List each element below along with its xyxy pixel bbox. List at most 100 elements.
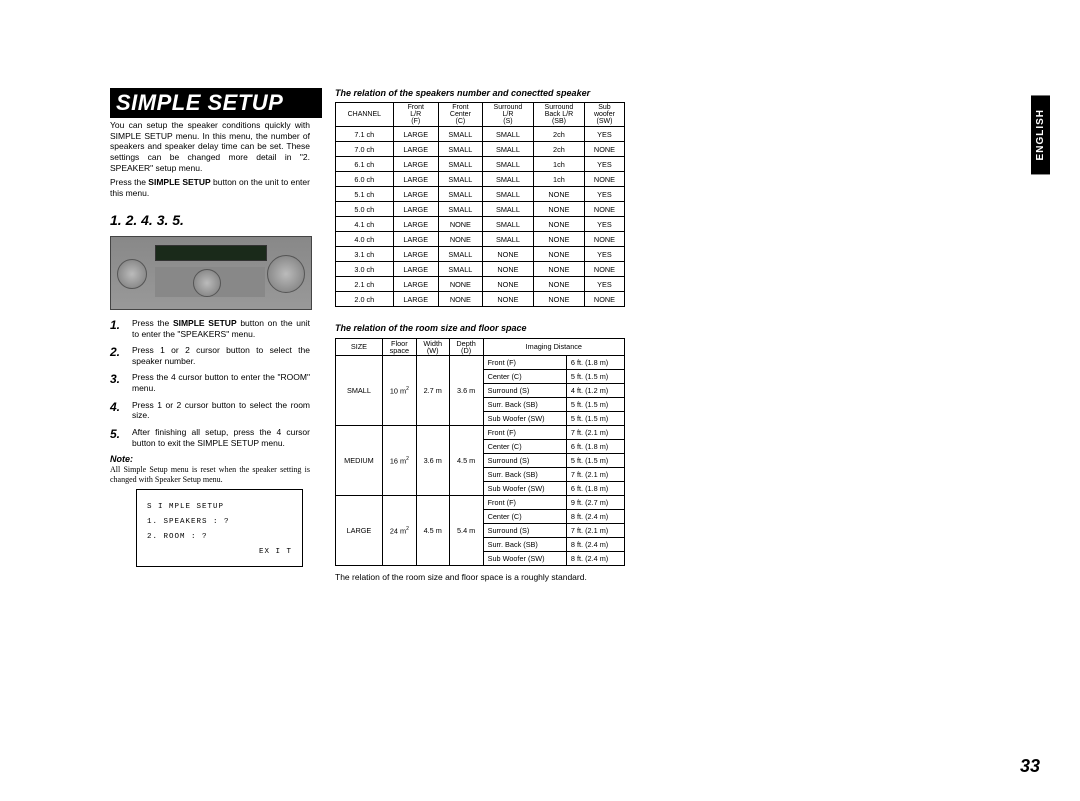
- intro-paragraph: You can setup the speaker conditions qui…: [110, 120, 310, 173]
- table-cell: Surround (S): [483, 454, 566, 468]
- table-cell: NONE: [533, 262, 584, 277]
- step-number: 4.: [110, 400, 132, 421]
- table-cell: 5.0 ch: [336, 202, 394, 217]
- right-column: The relation of the speakers number and …: [335, 88, 630, 583]
- table-header-cell: SIZE: [336, 338, 383, 356]
- table-cell: MEDIUM: [336, 426, 383, 496]
- table-cell: Sub Woofer (SW): [483, 482, 566, 496]
- note-text: All Simple Setup menu is reset when the …: [110, 465, 310, 485]
- step-number: 3.: [110, 372, 132, 393]
- osd-menu-box: S I MPLE SETUP 1. SPEAKERS : ? 2. ROOM :…: [136, 489, 303, 567]
- step-item: 1.Press the SIMPLE SETUP button on the u…: [110, 318, 310, 339]
- table-cell: NONE: [584, 202, 624, 217]
- steps-list: 1.Press the SIMPLE SETUP button on the u…: [110, 318, 310, 448]
- table-cell: SMALL: [438, 187, 482, 202]
- table-cell: LARGE: [393, 187, 438, 202]
- table2-footnote: The relation of the room size and floor …: [335, 572, 630, 583]
- step-item: 5.After finishing all setup, press the 4…: [110, 427, 310, 448]
- table-cell: 3.0 ch: [336, 262, 394, 277]
- table-row: 4.1 chLARGENONESMALLNONEYES: [336, 217, 625, 232]
- receiver-illustration: [110, 236, 312, 310]
- table-cell: 4 ft. (1.2 m): [566, 384, 624, 398]
- table-cell: NONE: [438, 232, 482, 247]
- table-cell: 2ch: [533, 127, 584, 142]
- table-cell: Surr. Back (SB): [483, 468, 566, 482]
- table-cell: SMALL: [482, 127, 533, 142]
- step-text: Press 1 or 2 cursor button to select the…: [132, 345, 310, 366]
- table-cell: 6 ft. (1.8 m): [566, 482, 624, 496]
- table-cell: LARGE: [393, 262, 438, 277]
- table-row: 7.1 chLARGESMALLSMALL2chYES: [336, 127, 625, 142]
- table-row: 3.0 chLARGESMALLNONENONENONE: [336, 262, 625, 277]
- page-title: SIMPLE SETUP: [110, 88, 322, 118]
- intro2-pre: Press the: [110, 177, 148, 187]
- step-item: 4.Press 1 or 2 cursor button to select t…: [110, 400, 310, 421]
- table-cell: 2.7 m: [416, 356, 449, 426]
- table-cell: NONE: [533, 217, 584, 232]
- table-cell: 5.1 ch: [336, 187, 394, 202]
- table-cell: Surr. Back (SB): [483, 538, 566, 552]
- table-cell: 3.6 m: [449, 356, 483, 426]
- table-cell: Front (F): [483, 426, 566, 440]
- table-cell: 10 m2: [382, 356, 416, 426]
- table-cell: 4.0 ch: [336, 232, 394, 247]
- table-cell: LARGE: [393, 292, 438, 307]
- table-cell: SMALL: [438, 262, 482, 277]
- table-row: 6.1 chLARGESMALLSMALL1chYES: [336, 157, 625, 172]
- table-cell: NONE: [584, 292, 624, 307]
- table-cell: Center (C): [483, 510, 566, 524]
- note-heading: Note:: [110, 454, 310, 465]
- table-cell: LARGE: [393, 217, 438, 232]
- table-cell: 6.1 ch: [336, 157, 394, 172]
- table-cell: LARGE: [393, 142, 438, 157]
- menu-exit: EX I T: [147, 545, 292, 560]
- table2-caption: The relation of the room size and floor …: [335, 323, 630, 334]
- table-cell: SMALL: [482, 172, 533, 187]
- table-row: MEDIUM16 m23.6 m4.5 mFront (F)7 ft. (2.1…: [336, 426, 625, 440]
- table-cell: YES: [584, 277, 624, 292]
- table-cell: SMALL: [336, 356, 383, 426]
- table-cell: 6 ft. (1.8 m): [566, 356, 624, 370]
- table-cell: 7.1 ch: [336, 127, 394, 142]
- table-header-cell: Imaging Distance: [483, 338, 624, 356]
- table-cell: Sub Woofer (SW): [483, 552, 566, 566]
- table-cell: SMALL: [438, 202, 482, 217]
- table-cell: NONE: [482, 247, 533, 262]
- table-cell: 6.0 ch: [336, 172, 394, 187]
- table-row: 5.1 chLARGESMALLSMALLNONEYES: [336, 187, 625, 202]
- table-cell: SMALL: [438, 157, 482, 172]
- table-cell: 5 ft. (1.5 m): [566, 412, 624, 426]
- table-cell: SMALL: [482, 217, 533, 232]
- step-text: Press the SIMPLE SETUP button on the uni…: [132, 318, 310, 339]
- table-cell: NONE: [533, 232, 584, 247]
- table-cell: 5 ft. (1.5 m): [566, 454, 624, 468]
- table-row: SMALL10 m22.7 m3.6 mFront (F)6 ft. (1.8 …: [336, 356, 625, 370]
- table-cell: YES: [584, 127, 624, 142]
- left-column: You can setup the speaker conditions qui…: [110, 120, 310, 567]
- table-cell: YES: [584, 157, 624, 172]
- table-row: 7.0 chLARGESMALLSMALL2chNONE: [336, 142, 625, 157]
- table-cell: 8 ft. (2.4 m): [566, 510, 624, 524]
- table-cell: SMALL: [438, 142, 482, 157]
- table-row: 4.0 chLARGENONESMALLNONENONE: [336, 232, 625, 247]
- table-cell: 24 m2: [382, 496, 416, 566]
- menu-title: S I MPLE SETUP: [147, 500, 292, 515]
- table-cell: 8 ft. (2.4 m): [566, 538, 624, 552]
- table-row: LARGE24 m24.5 m5.4 mFront (F)9 ft. (2.7 …: [336, 496, 625, 510]
- table-header-cell: FrontL/R(F): [393, 103, 438, 127]
- table-cell: NONE: [584, 262, 624, 277]
- table-cell: NONE: [482, 292, 533, 307]
- table-header-cell: SurroundL/R(S): [482, 103, 533, 127]
- table-cell: 4.5 m: [416, 496, 449, 566]
- table-cell: 5.4 m: [449, 496, 483, 566]
- table-cell: 4.5 m: [449, 426, 483, 496]
- table-cell: 1ch: [533, 157, 584, 172]
- table-cell: 2.0 ch: [336, 292, 394, 307]
- table-row: 6.0 chLARGESMALLSMALL1chNONE: [336, 172, 625, 187]
- table-cell: 9 ft. (2.7 m): [566, 496, 624, 510]
- intro2-bold: SIMPLE SETUP: [148, 177, 210, 187]
- table-row: 2.0 chLARGENONENONENONENONE: [336, 292, 625, 307]
- table-cell: LARGE: [393, 172, 438, 187]
- step-number: 1.: [110, 318, 132, 339]
- step-item: 2.Press 1 or 2 cursor button to select t…: [110, 345, 310, 366]
